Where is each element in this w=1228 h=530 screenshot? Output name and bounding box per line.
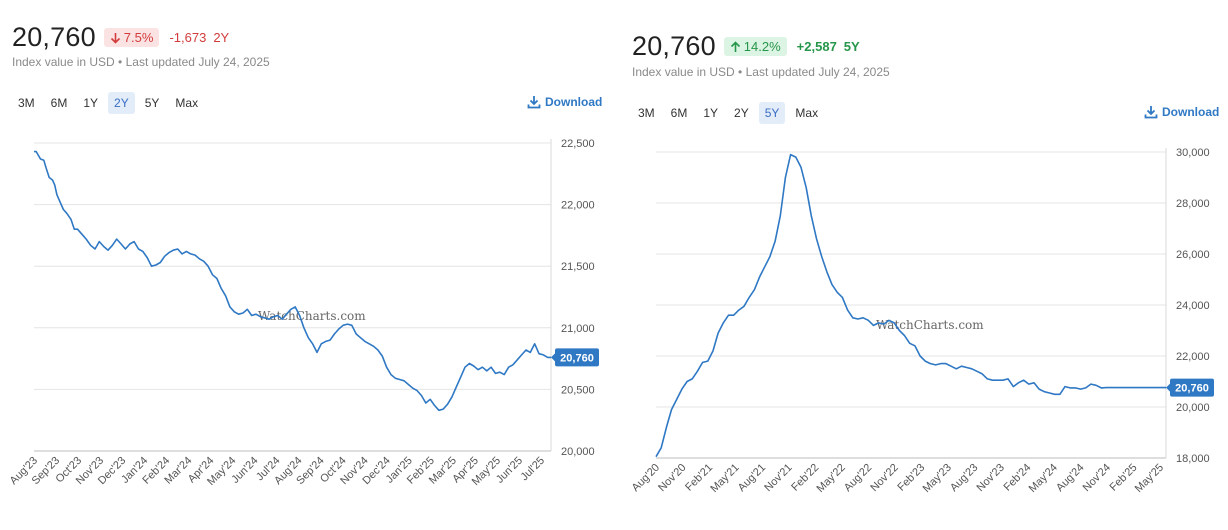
last-value-badge (1170, 378, 1214, 397)
x-tick-label: May'21 (708, 462, 741, 495)
x-tick-label: Nov'22 (868, 462, 900, 494)
last-value-pointer (1166, 382, 1171, 393)
absolute-change: +2,587 (796, 39, 837, 54)
x-tick-label: Nov'20 (656, 462, 688, 494)
download-label: Download (1162, 105, 1220, 119)
y-tick-label: 21,000 (561, 323, 595, 335)
percent-change-badge: 14.2% (723, 37, 787, 56)
range-5y[interactable]: 5Y (144, 96, 160, 110)
x-tick-label: May'23 (921, 462, 954, 495)
percent-change-badge: 7.5% (103, 28, 160, 47)
index-subtitle: Index value in USD • Last updated July 2… (632, 65, 890, 79)
y-tick-label: 18,000 (1176, 453, 1210, 465)
range-2y[interactable]: 2Y (734, 106, 749, 120)
line-chart-2y: 20,00020,50021,00021,50022,00022,500Aug'… (8, 138, 599, 488)
x-tick-label: Nov'21 (762, 462, 794, 494)
range-6m[interactable]: 6M (670, 106, 688, 120)
last-value-pointer (551, 352, 556, 363)
last-value-badge (555, 348, 599, 367)
download-icon (1144, 106, 1158, 119)
range-3m[interactable]: 3M (638, 106, 655, 120)
y-tick-label: 21,500 (561, 261, 595, 273)
arrow-up-icon (730, 40, 740, 52)
change-period: 2Y (213, 30, 230, 45)
series-line (34, 150, 551, 412)
x-tick-label: May'25 (1133, 462, 1166, 495)
percent-change-value: 14.2% (743, 39, 781, 54)
chart-panel-5y: 20,760 14.2% +2,587 5Y Index value in US… (614, 0, 1228, 530)
x-tick-label: Aug'20 (630, 462, 662, 494)
y-tick-label: 20,000 (1176, 402, 1210, 414)
percent-change-value: 7.5% (123, 30, 154, 45)
range-max[interactable]: Max (795, 106, 819, 120)
range-1y[interactable]: 1Y (83, 96, 99, 110)
range-1y[interactable]: 1Y (703, 106, 719, 120)
range-6m[interactable]: 6M (50, 96, 68, 110)
range-max[interactable]: Max (175, 96, 199, 110)
chart-panel-2y: 20,760 7.5% -1,673 2Y Index value in USD… (8, 22, 603, 488)
y-tick-label: 20,500 (561, 384, 595, 396)
x-tick-label: May'24 (1027, 462, 1060, 495)
index-value: 20,760 (12, 22, 96, 52)
y-tick-label: 20,000 (561, 446, 595, 458)
x-tick-label: Aug'22 (842, 462, 874, 494)
y-tick-label: 22,000 (1176, 351, 1210, 363)
watermark: WatchCharts.com (258, 309, 366, 323)
range-selector: 3M 6M 1Y 2Y 5Y Max (632, 102, 824, 124)
download-icon (527, 96, 541, 109)
series-line (655, 153, 1166, 458)
x-tick-label: Jul'25 (519, 455, 548, 484)
y-tick-label: 28,000 (1176, 198, 1210, 210)
line-chart-5y: 18,000 20,000 22,000 24,000 26,000 28,000 30,0… (630, 147, 1214, 495)
value-header: 20,760 7.5% -1,673 2Y (12, 22, 229, 53)
watermark: WatchCharts.com (876, 318, 984, 332)
y-tick-label: 26,000 (1176, 249, 1210, 261)
last-value-label: 20,760 (1175, 383, 1209, 395)
y-tick-label: 30,000 (1176, 147, 1210, 159)
range-selector: 3M 6M 1Y 2Y 5Y Max (12, 92, 204, 114)
x-tick-label: Nov'23 (975, 462, 1007, 494)
x-tick-label: May'22 (814, 462, 847, 495)
arrow-down-icon (110, 32, 120, 44)
y-tick-label: 22,500 (561, 138, 595, 150)
change-period: 5Y (843, 39, 860, 54)
download-button[interactable]: Download (527, 95, 602, 109)
x-tick-label: Nov'24 (1081, 462, 1113, 494)
index-subtitle: Index value in USD • Last updated July 2… (12, 55, 270, 69)
range-2y[interactable]: 2Y (108, 92, 135, 114)
absolute-change: -1,673 (169, 30, 207, 45)
last-value-label: 20,760 (560, 352, 594, 364)
range-5y[interactable]: 5Y (758, 102, 786, 124)
index-value: 20,760 (632, 31, 716, 61)
value-header: 20,760 14.2% +2,587 5Y (632, 31, 860, 62)
y-tick-label: 24,000 (1176, 300, 1210, 312)
y-tick-label: 22,000 (561, 200, 595, 212)
x-tick-label: Aug'24 (1054, 462, 1086, 494)
x-tick-label: Aug'23 (948, 462, 980, 494)
range-3m[interactable]: 3M (18, 96, 35, 110)
download-label: Download (545, 95, 603, 109)
x-tick-label: Aug'21 (736, 462, 768, 494)
download-button[interactable]: Download (1144, 105, 1219, 119)
